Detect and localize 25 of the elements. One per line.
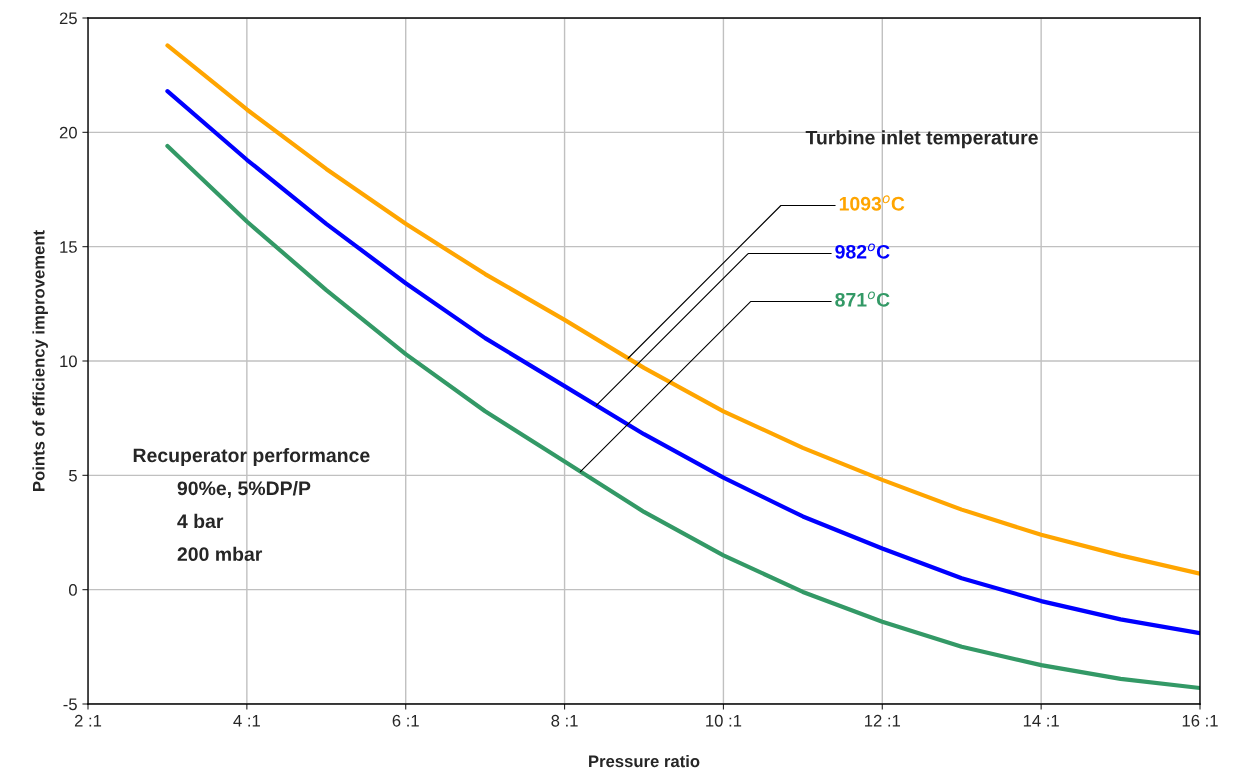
text: 871$^{o}$C: [835, 291, 890, 307]
y-tick-label: -5: [63, 698, 77, 711]
y-tick-label: 20: [59, 126, 77, 139]
y-tick-label: 5: [68, 469, 77, 482]
annotation: 90%e, 5%DP/P: [177, 480, 311, 499]
x-tick-label: 16 :1: [1182, 714, 1218, 727]
x-tick-label: 8 :1: [551, 714, 578, 727]
legend-title: Turbine inlet temperature: [805, 130, 1038, 149]
y-tick-label: 15: [60, 241, 77, 253]
y-axis-title: Points of efficiency improvement: [32, 230, 48, 491]
y-tick-label: 0: [68, 584, 77, 596]
text: 1093$^{o}$C: [839, 195, 905, 211]
annotation: 200 mbar: [177, 546, 263, 562]
x-tick-label: 10 :1: [706, 714, 742, 727]
x-tick-label: 6 :1: [392, 714, 419, 727]
x-tick-label: 12 :1: [865, 714, 901, 727]
y-tick-label: 25: [59, 12, 77, 25]
x-tick-label: 2 :1: [74, 714, 102, 727]
y-tick-label: 10: [60, 355, 77, 368]
text: 982$^{o}$C: [835, 243, 890, 259]
annotation: 4 bar: [177, 513, 224, 529]
x-tick-label: 4 :1: [233, 715, 260, 727]
annotation: Recuperator performance: [133, 447, 370, 467]
x-axis-title: Pressure ratio: [589, 754, 700, 768]
x-tick-label: 14 :1: [1023, 715, 1059, 727]
